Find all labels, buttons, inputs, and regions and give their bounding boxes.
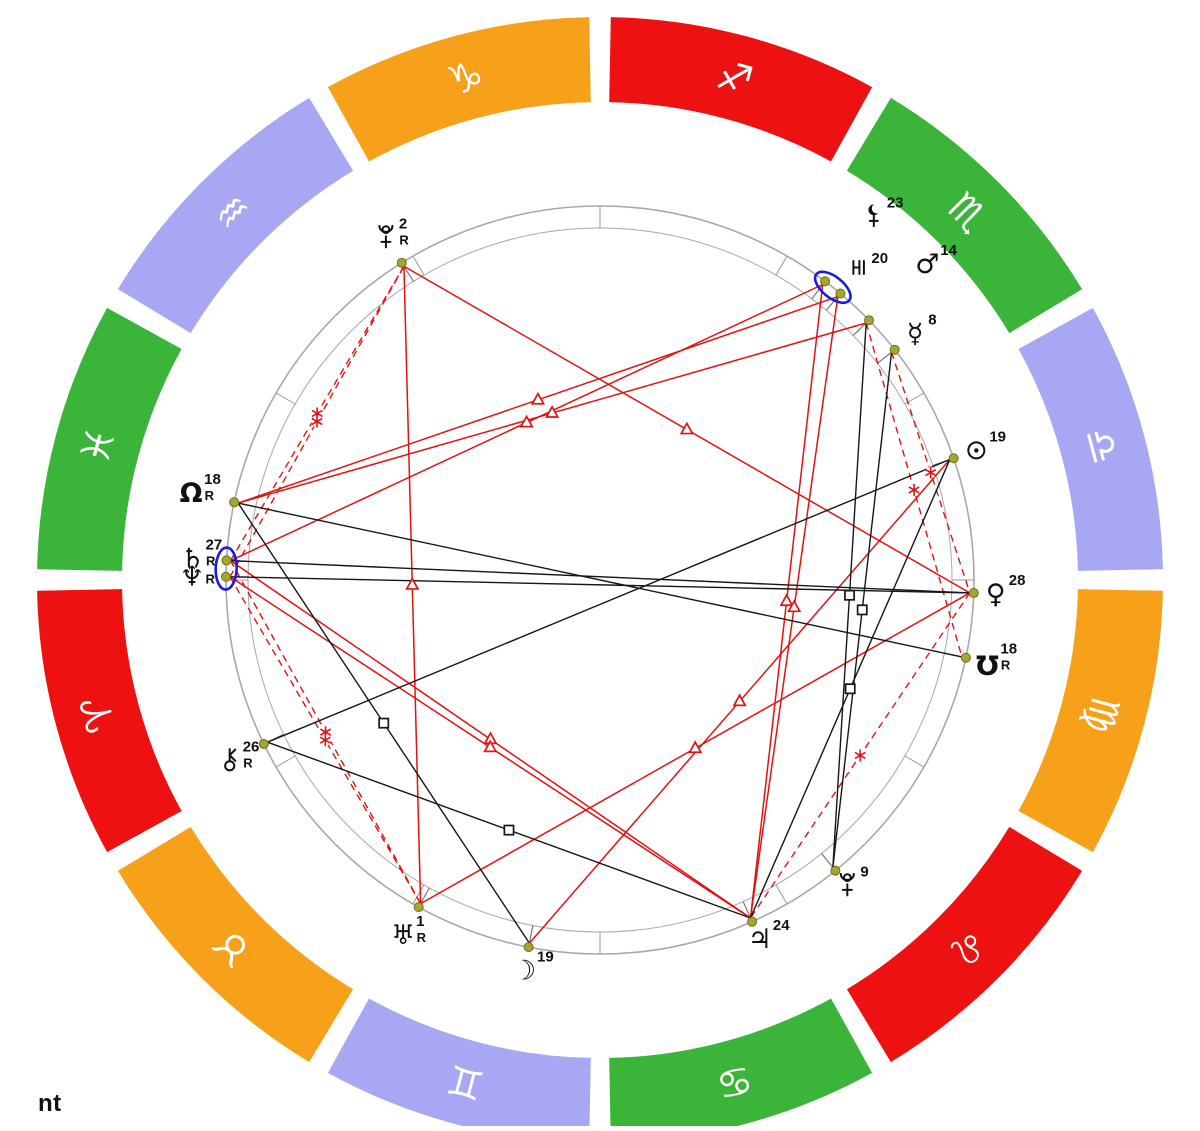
sign-cusp-tick	[776, 885, 787, 904]
saturn-degree: 27	[206, 537, 223, 554]
mars-dot	[865, 316, 874, 325]
planet-label-lilith: 23	[868, 195, 903, 227]
node-south-dot	[961, 653, 970, 662]
venus-icon: ♀	[986, 579, 1006, 610]
lilith-degree: 23	[887, 195, 904, 212]
planet-label-sun: 19	[968, 428, 1006, 458]
sun-icon	[968, 442, 984, 458]
planet-label-pluto: 2R	[379, 215, 409, 247]
uranus-retrograde-flag: R	[417, 930, 427, 945]
chiron-icon	[225, 749, 235, 770]
node-north-dot	[230, 498, 239, 507]
mercury-icon: ☿	[907, 319, 924, 350]
saturn-retrograde-flag: R	[206, 554, 216, 569]
node-north-degree: 18	[204, 471, 221, 488]
pluto-degree: 2	[399, 215, 407, 232]
uranus-degree: 1	[416, 913, 424, 930]
uranus-icon: ♅	[391, 920, 415, 951]
neptune-retrograde-flag: R	[206, 571, 216, 586]
aspect-marker-square-moon-node-north	[379, 719, 388, 728]
uranus-dot	[414, 903, 423, 912]
planet-label-mars: ♂14	[915, 242, 957, 280]
aspect-marker-trine-lilith-jupiter	[781, 595, 792, 605]
watermark-text: nt	[38, 1090, 62, 1118]
venus-dot	[969, 589, 978, 598]
aspect-marker-square-chiron-jupiter	[504, 826, 513, 835]
pluto-dot	[397, 258, 406, 267]
selena-icon	[841, 874, 854, 896]
planet-label-chiron: 26R	[225, 739, 259, 771]
mercury-dot	[890, 345, 899, 354]
chiron-retrograde-flag: R	[243, 756, 253, 771]
chiron-dot	[259, 739, 268, 748]
moon-degree: 19	[537, 949, 554, 966]
sign-cusp-tick	[905, 756, 924, 767]
mercury-degree: 8	[928, 312, 936, 329]
jupiter-icon: ♃	[748, 924, 772, 955]
planet-label-uranus: ♅1R	[391, 913, 427, 951]
neptune-dot	[222, 572, 231, 581]
mars-degree: 14	[940, 242, 957, 259]
lilith-true-icon	[853, 261, 864, 274]
sign-cusp-tick	[776, 256, 787, 275]
planet-label-venus: ♀28	[986, 572, 1026, 610]
aspect-marker-sextile-mars-node-south	[908, 484, 919, 496]
aspect-marker-trine-venus-pluto	[681, 423, 692, 433]
jupiter-degree: 24	[773, 917, 790, 934]
pluto-retrograde-flag: R	[399, 232, 409, 247]
node-south-icon: Ω	[976, 648, 999, 679]
lilith-true-degree: 20	[871, 250, 888, 267]
selena-dot	[831, 866, 840, 875]
node-south-retrograde-flag: R	[1001, 657, 1011, 672]
aspect-marker-square-mars-selena	[845, 591, 854, 600]
moon-dot	[524, 943, 533, 952]
pluto-icon	[379, 226, 392, 248]
venus-degree: 28	[1009, 572, 1026, 589]
neptune-icon: ♆	[180, 561, 204, 592]
moon-icon: ☽	[512, 956, 536, 987]
lilith-dot	[821, 277, 830, 286]
aspect-opposition-neptune-venus	[230, 577, 970, 593]
sign-cusp-tick	[276, 393, 295, 404]
aspect-marker-square-sun-jupiter	[846, 684, 855, 693]
lilith-icon	[868, 203, 881, 226]
aspect-opposition-saturn-venus	[231, 561, 970, 593]
planet-label-mercury: ☿8	[907, 312, 937, 350]
lilith-true-dot	[836, 289, 845, 298]
aspect-marker-sextile-venus-jupiter	[855, 749, 866, 761]
sun-degree: 19	[989, 428, 1006, 445]
selena-degree: 9	[860, 863, 868, 880]
planet-label-selena: 9	[841, 863, 869, 895]
node-north-retrograde-flag: R	[205, 488, 215, 503]
aspect-marker-square-mercury-selena	[858, 605, 867, 614]
mars-icon: ♂	[915, 249, 939, 280]
node-north-icon: Ω	[180, 478, 203, 509]
sign-cusp-tick	[276, 756, 295, 767]
planet-label-lilith-true: 20	[853, 250, 888, 274]
saturn-dot	[222, 556, 231, 565]
chiron-degree: 26	[243, 739, 260, 756]
planet-label-moon: ☽19	[512, 949, 554, 987]
aspect-opposition-sun-chiron	[267, 460, 949, 743]
node-south-degree: 18	[1000, 640, 1017, 657]
sun-dot	[949, 454, 958, 463]
